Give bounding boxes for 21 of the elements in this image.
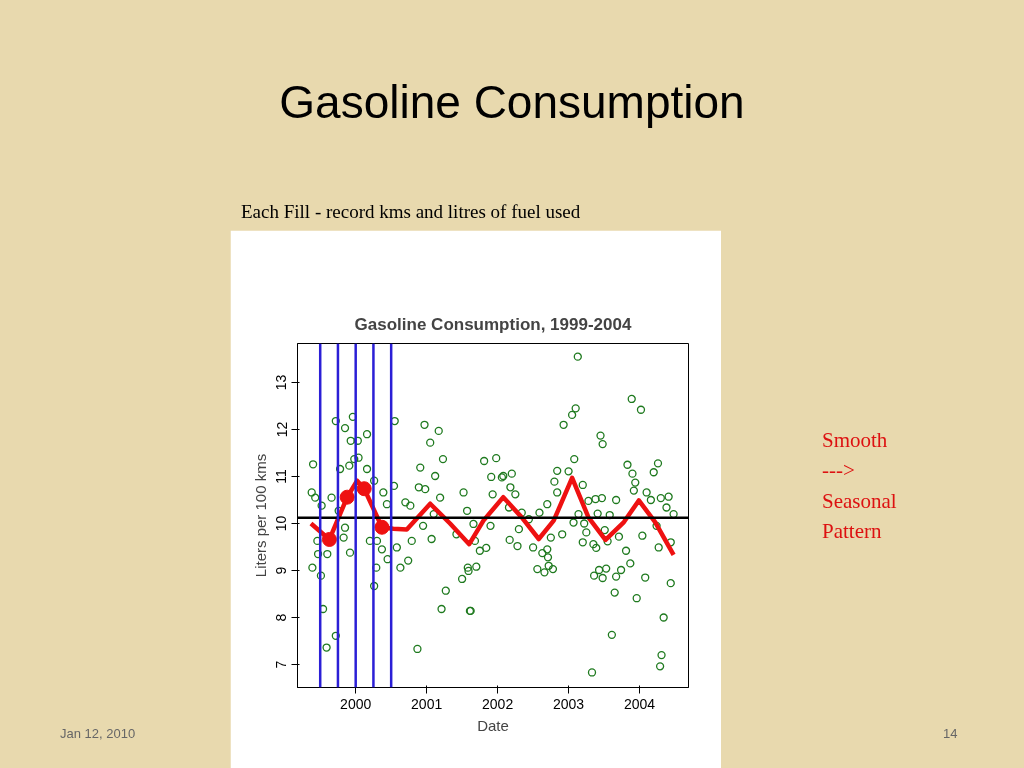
text: Each Fill - record kms and litres of fuel used [241,200,581,224]
y-tick-label: 10 [273,515,290,532]
line-series [308,475,676,558]
y-tick-label: 11 [273,469,290,484]
y-tick-label: 9 [273,566,290,575]
y-tick-label: 8 [273,613,290,622]
x-tick-label: 2003 [553,695,585,712]
text: Jan 12, 2010 [60,725,136,743]
y-tick-label: 13 [273,374,290,391]
x-axis-title: Date [477,716,509,734]
y-axis-title: Liters per 100 kms [251,453,269,578]
text: Smooth ---> Seasonal Pattern [822,427,897,546]
x-tick-label: 2001 [411,695,443,712]
text: Gasoline Consumption [279,75,745,130]
chart-title: Gasoline Consumption, 1999-2004 [354,314,632,334]
text: 14 [943,725,958,743]
y-tick-label: 12 [273,421,290,438]
x-tick-label: 2000 [340,695,372,712]
y-tick-label: 7 [273,660,290,669]
x-tick-label: 2002 [482,695,514,712]
x-tick-label: 2004 [623,695,656,712]
